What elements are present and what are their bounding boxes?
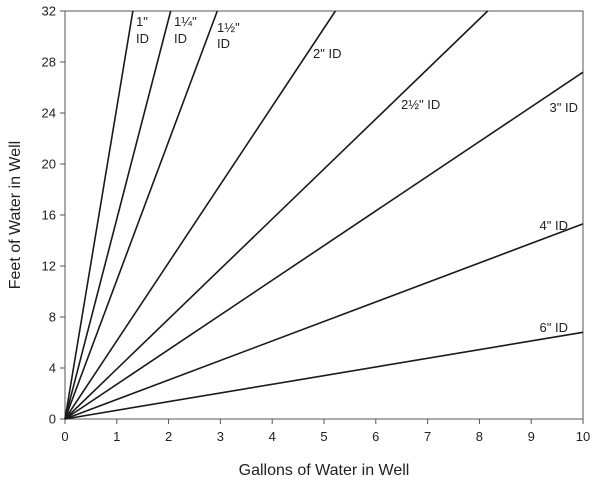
series-line (64, 10, 172, 420)
y-tick-label: 24 (42, 106, 56, 121)
series-line (64, 223, 584, 420)
series-label: 2" ID (313, 46, 341, 61)
y-tick-label: 0 (49, 412, 56, 427)
series-line (64, 10, 219, 420)
plot-frame (64, 10, 584, 420)
x-tick-label: 4 (269, 429, 276, 444)
series-label: 1½" (217, 20, 240, 35)
y-tick-label: 12 (42, 259, 56, 274)
series-label: 1" (136, 14, 148, 29)
series-line (64, 10, 489, 420)
series-label: 1¼" (174, 14, 197, 29)
series-line (64, 10, 134, 420)
x-tick-label: 5 (320, 429, 327, 444)
series-label: ID (217, 36, 230, 51)
series-line (64, 10, 337, 420)
x-tick-label: 3 (217, 429, 224, 444)
series-label: 3" ID (550, 100, 578, 115)
y-tick-label: 32 (42, 4, 56, 19)
series-label: ID (136, 31, 149, 46)
y-tick-label: 28 (42, 55, 56, 70)
series-line (64, 331, 584, 420)
series-label: 2½" ID (401, 97, 440, 112)
y-axis-title: Feet of Water in Well (7, 141, 24, 290)
series-label: 4" ID (540, 218, 568, 233)
series-label: 6" ID (540, 320, 568, 335)
x-axis-title: Gallons of Water in Well (239, 462, 410, 479)
series-line (64, 71, 584, 420)
x-tick-label: 8 (476, 429, 483, 444)
x-tick-label: 1 (113, 429, 120, 444)
x-tick-label: 9 (528, 429, 535, 444)
x-tick-label: 0 (61, 429, 68, 444)
y-tick-label: 20 (42, 157, 56, 172)
x-tick-label: 2 (165, 429, 172, 444)
series-label: ID (174, 31, 187, 46)
x-tick-label: 7 (424, 429, 431, 444)
y-tick-label: 16 (42, 208, 56, 223)
y-tick-label: 4 (49, 361, 56, 376)
x-tick-label: 6 (372, 429, 379, 444)
y-tick-label: 8 (49, 310, 56, 325)
x-tick-label: 10 (576, 429, 590, 444)
